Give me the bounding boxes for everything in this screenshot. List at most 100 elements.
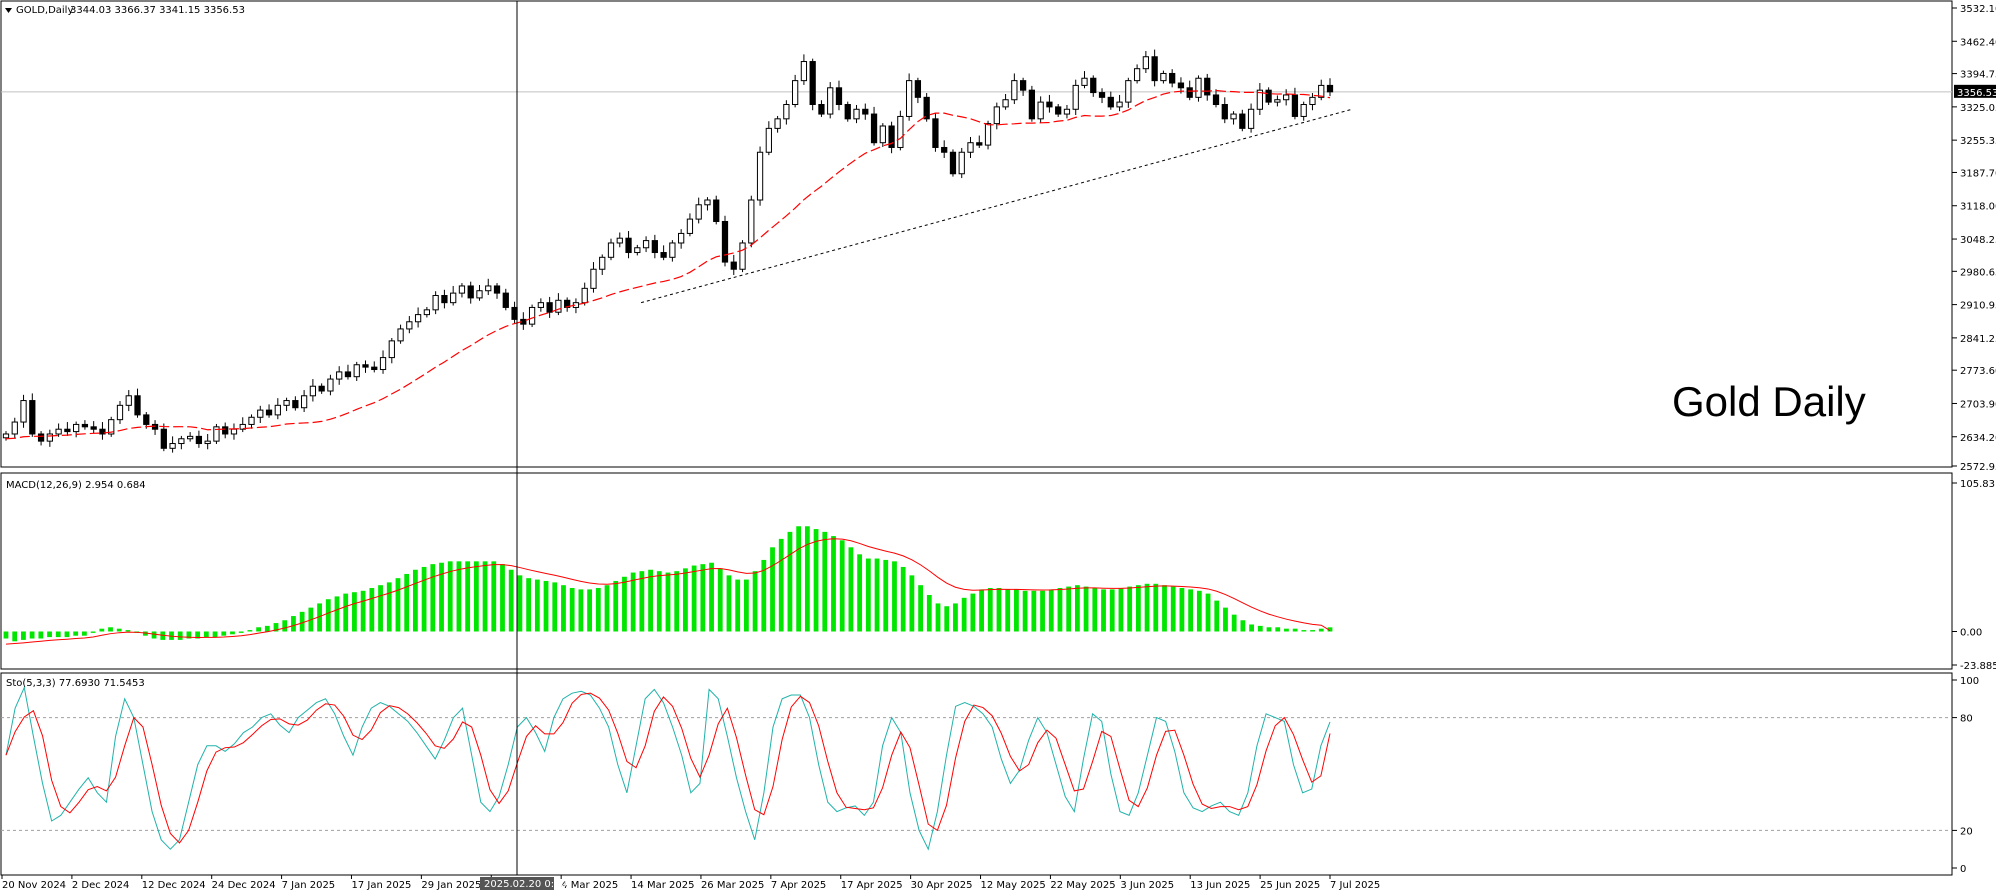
macd-histogram-bar — [29, 631, 35, 639]
candle-up — [353, 364, 360, 378]
price-axis-label: 2910.95 — [1960, 301, 1996, 312]
macd-histogram-bar — [665, 572, 671, 632]
macd-histogram-bar — [865, 558, 871, 632]
price-axis-label: 2841.25 — [1960, 334, 1996, 345]
macd-histogram-bar — [447, 561, 453, 632]
macd-histogram-bar — [1118, 587, 1124, 632]
candle-down — [511, 306, 518, 320]
macd-histogram-bar — [116, 628, 122, 632]
macd-histogram-bar — [561, 585, 566, 632]
candle-down — [1204, 77, 1211, 96]
candle-down — [862, 108, 869, 115]
macd-histogram-bar — [743, 579, 749, 632]
candle-up — [993, 106, 1000, 125]
price-axis-label: 3255.35 — [1960, 136, 1996, 147]
time-axis-label: 12 Dec 2024 — [142, 880, 206, 891]
macd-histogram-bar — [1040, 590, 1045, 632]
candle-up — [967, 142, 974, 153]
macd-histogram-bar — [1214, 600, 1220, 632]
candle-up — [116, 404, 124, 421]
candle-down — [1090, 77, 1097, 94]
candle-up — [309, 385, 317, 397]
macd-histogram-bar — [683, 568, 688, 632]
macd-histogram-bar — [674, 571, 680, 632]
candle-down — [1186, 87, 1193, 98]
candle-up — [336, 371, 343, 380]
macd-histogram-bar — [1144, 583, 1150, 632]
moving-average-line — [5, 89, 1331, 440]
candle-up — [283, 400, 290, 406]
macd-histogram-bar — [1005, 589, 1011, 632]
macd-histogram-bar — [804, 526, 810, 632]
candle-up — [1002, 99, 1009, 108]
candle-down — [730, 261, 737, 270]
macd-histogram-bar — [1292, 628, 1298, 632]
candle-down — [809, 61, 816, 106]
candle-up — [783, 104, 790, 120]
candle-down — [844, 104, 851, 120]
stoch-axis-label: 20 — [1960, 826, 1973, 837]
candle-up — [590, 268, 597, 289]
candle-down — [914, 80, 922, 98]
candle-up — [528, 306, 536, 325]
candle-up — [1247, 108, 1255, 129]
macd-axis-label: -23.885 — [1960, 661, 1996, 672]
candle-down — [835, 87, 843, 106]
macd-histogram-bar — [456, 561, 462, 632]
macd-histogram-bar — [73, 631, 79, 636]
candle-down — [721, 220, 729, 263]
stoch-plot — [1, 685, 1952, 851]
macd-histogram-bar — [1014, 589, 1019, 632]
macd-histogram-bar — [177, 631, 183, 640]
axes: 3532.10 3462.40 3394.75 3325.05 3255.35 3187.… — [1, 4, 1996, 891]
macd-histogram-bar — [369, 587, 375, 632]
candle-down — [222, 426, 229, 435]
macd-histogram-bar — [38, 631, 44, 639]
candle-down — [344, 371, 352, 378]
candle-down — [37, 433, 45, 442]
candle-up — [599, 256, 606, 270]
macd-histogram-bar — [534, 579, 540, 632]
stoch-axis-label: 100 — [1960, 676, 1979, 687]
candle-up — [1300, 104, 1307, 117]
macd-histogram-bar — [256, 627, 262, 632]
macd-histogram-bar — [892, 561, 897, 632]
candle-up — [20, 400, 27, 423]
current-price-label: 3356.53 — [1957, 88, 1996, 99]
candle-down — [371, 366, 378, 371]
candle-up — [55, 428, 62, 435]
candle-down — [1151, 56, 1158, 82]
candle-down — [64, 428, 71, 433]
candle-up — [46, 433, 53, 442]
macd-histogram-bar — [613, 580, 619, 632]
macd-histogram-bar — [944, 606, 950, 632]
price-axis-label: 3048.25 — [1960, 235, 1996, 246]
candle-up — [406, 321, 413, 330]
time-axis-label: 13 Jun 2025 — [1190, 880, 1250, 891]
macd-histogram-bar — [21, 631, 26, 640]
macd-histogram-bar — [1179, 587, 1185, 632]
candle-up — [634, 247, 641, 254]
candle-up — [11, 421, 18, 435]
candle-up — [739, 242, 746, 270]
candle-up — [414, 314, 422, 323]
macd-histogram-bar — [1240, 620, 1246, 632]
macd-histogram-bar — [979, 589, 984, 632]
candle-down — [818, 104, 825, 115]
candle-up — [800, 61, 808, 82]
candle-down — [318, 385, 325, 392]
macd-histogram-bar — [569, 587, 575, 632]
stoch-main-line — [5, 685, 1331, 851]
macd-histogram-bar — [787, 531, 793, 632]
macd-histogram-bar — [752, 571, 758, 632]
triangle-down-icon[interactable] — [5, 8, 12, 13]
macd-histogram-bar — [273, 623, 279, 632]
macd-histogram-bar — [578, 589, 584, 632]
candle-up — [73, 423, 80, 433]
macd-histogram-bar — [709, 562, 714, 632]
candle-down — [143, 414, 150, 425]
candle-down — [362, 364, 369, 368]
candle-up — [958, 151, 965, 175]
